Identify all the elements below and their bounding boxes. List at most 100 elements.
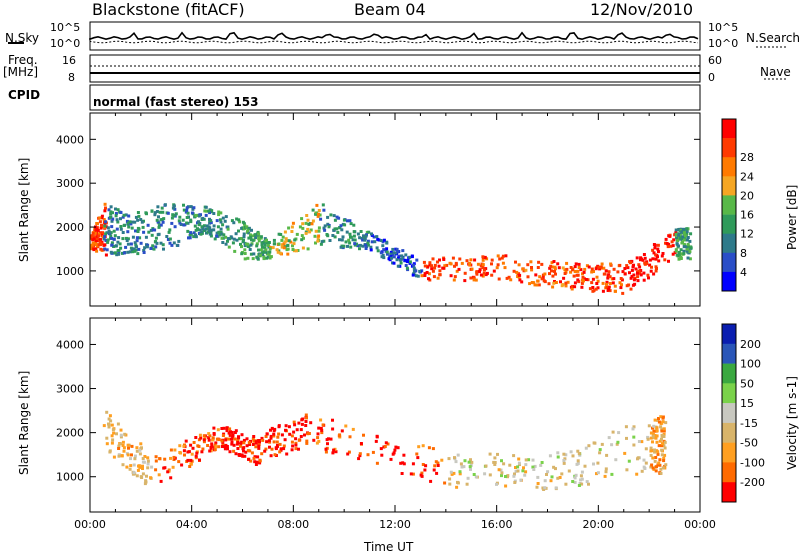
data-cell [366, 453, 370, 457]
data-cell [317, 209, 321, 212]
data-cell [131, 235, 135, 239]
data-cell [391, 452, 395, 456]
data-cell [240, 237, 244, 240]
data-cell [654, 469, 658, 473]
data-cell [385, 247, 389, 251]
data-cell [294, 447, 298, 451]
data-cell [662, 429, 666, 433]
data-cell [331, 427, 335, 431]
data-cell [604, 467, 608, 471]
data-cell [276, 250, 280, 254]
data-cell [481, 258, 485, 262]
data-cell [257, 446, 261, 450]
colorbar-tick-label: 16 [740, 209, 754, 222]
data-cell [675, 242, 679, 246]
data-cell [436, 464, 440, 467]
data-cell [165, 235, 169, 238]
data-cell [536, 279, 540, 283]
data-cell [314, 241, 317, 245]
x-tick-label: 16:00 [481, 518, 513, 531]
data-cell [664, 421, 668, 425]
data-cell [601, 289, 605, 293]
data-cell [686, 242, 690, 246]
data-cell [493, 461, 497, 464]
data-cell [110, 441, 114, 445]
data-cell [427, 272, 431, 276]
data-cell [658, 458, 662, 462]
data-cell [478, 268, 482, 272]
data-cell [394, 251, 398, 255]
data-cell [482, 268, 486, 272]
data-cell [468, 465, 472, 469]
data-cell [422, 260, 426, 264]
data-cell [157, 215, 160, 219]
data-cell [632, 278, 636, 282]
data-cell [157, 225, 161, 229]
data-cell [504, 475, 507, 478]
data-cell [592, 289, 596, 293]
data-cell [675, 233, 678, 237]
data-cell [267, 241, 271, 244]
data-cell [634, 267, 638, 271]
data-cell [213, 448, 217, 452]
data-cell [139, 475, 143, 479]
data-cell [569, 450, 573, 454]
data-cell [412, 263, 415, 267]
data-cell [210, 209, 214, 213]
data-cell [457, 267, 461, 271]
data-cell [571, 454, 575, 458]
data-cell [526, 263, 530, 267]
data-cell [649, 453, 653, 457]
data-cell [654, 265, 658, 269]
data-cell [512, 454, 516, 458]
data-cell [558, 476, 562, 479]
data-cell [263, 449, 267, 453]
data-cell [240, 226, 244, 230]
data-cell [322, 239, 326, 243]
data-cell [169, 476, 173, 480]
data-cell [212, 432, 216, 435]
data-cell [140, 220, 144, 224]
data-cell [254, 445, 258, 449]
data-cell [662, 456, 666, 460]
data-cell [408, 255, 412, 259]
data-cell [310, 222, 314, 226]
data-cell [209, 446, 213, 450]
data-cell [297, 438, 301, 442]
data-cell [587, 444, 591, 448]
data-cell [624, 425, 628, 429]
data-cell [553, 269, 556, 273]
data-cell [663, 440, 667, 444]
data-cell [204, 205, 208, 209]
data-cell [301, 417, 305, 421]
data-cell [375, 461, 379, 465]
nave-tick-high: 60 [708, 54, 722, 67]
data-cell [677, 244, 680, 248]
data-cell [387, 257, 391, 261]
data-cell [652, 272, 656, 276]
data-cell [585, 480, 589, 484]
data-cell [97, 234, 101, 238]
data-cell [255, 244, 259, 248]
data-cell [299, 428, 303, 432]
data-cell [514, 466, 517, 469]
colorbar-segment [722, 343, 736, 364]
data-cell [197, 438, 201, 442]
data-cell [584, 446, 588, 450]
data-cell [221, 223, 225, 227]
data-cell [404, 253, 408, 257]
data-cell [577, 262, 581, 266]
data-cell [660, 448, 664, 452]
nave-tick-low: 0 [708, 71, 715, 84]
nsearch-label: N.Search [746, 31, 800, 45]
data-cell [656, 255, 659, 259]
data-cell [217, 213, 221, 217]
data-cell [625, 436, 628, 440]
data-cell [264, 447, 268, 451]
data-cell [107, 425, 111, 429]
data-cell [615, 442, 619, 446]
data-cell [159, 241, 163, 245]
data-cell [253, 455, 257, 459]
data-cell [260, 243, 264, 247]
data-cell [202, 224, 206, 228]
